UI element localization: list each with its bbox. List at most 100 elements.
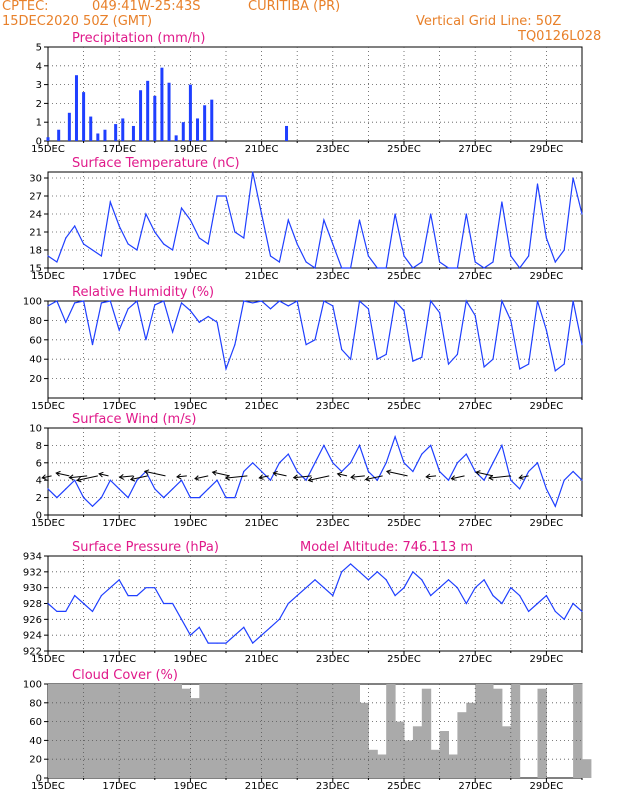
y-tick-label: 20 xyxy=(29,755,42,766)
wind-arrow-head xyxy=(488,474,494,481)
y-tick-label: 922 xyxy=(23,647,42,658)
precip-bar xyxy=(82,92,86,141)
x-tick-label: 27DEC xyxy=(458,271,492,282)
data-point xyxy=(252,642,254,644)
data-point xyxy=(56,300,58,302)
y-tick-label: 2 xyxy=(36,493,42,504)
data-point xyxy=(572,470,574,473)
cloud-bar xyxy=(101,684,111,778)
data-point xyxy=(421,579,423,581)
data-point xyxy=(136,300,138,302)
wind-arrow xyxy=(519,475,529,479)
y-tick-label: 1 xyxy=(36,118,42,129)
data-point xyxy=(243,237,245,239)
data-point xyxy=(252,462,254,464)
data-point xyxy=(554,505,556,507)
x-tick-label: 29DEC xyxy=(530,654,564,665)
wind-arrow xyxy=(351,475,365,478)
data-point xyxy=(65,321,67,323)
data-point xyxy=(180,302,183,304)
data-point xyxy=(198,237,200,239)
data-point xyxy=(91,249,94,251)
y-tick-label: 4 xyxy=(36,61,42,72)
y-tick-label: 18 xyxy=(29,246,42,257)
data-point xyxy=(154,488,156,490)
data-point xyxy=(216,321,218,323)
data-point xyxy=(536,300,539,302)
data-point xyxy=(109,201,111,203)
y-tick-label: 932 xyxy=(23,567,42,578)
y-tick-label: 24 xyxy=(29,210,42,221)
data-point xyxy=(501,201,503,203)
cloud-bar xyxy=(208,684,218,778)
data-point xyxy=(269,255,272,257)
precip-bar xyxy=(46,137,50,141)
x-tick-label: 23DEC xyxy=(316,781,350,792)
panel-3: 0 2 4 6 8 10 15DEC 17DEC 19DEC 21DEC 23DEC 25DEC 27D… xyxy=(29,412,583,529)
data-point xyxy=(581,610,583,613)
wind-arrow xyxy=(77,475,98,481)
data-point xyxy=(314,267,316,269)
data-point xyxy=(358,571,361,573)
x-tick-label: 29DEC xyxy=(530,144,564,155)
data-point xyxy=(341,267,343,269)
data-point xyxy=(403,310,405,312)
panel-title: Cloud Cover (%) xyxy=(72,668,178,683)
data-point xyxy=(296,243,298,245)
data-point xyxy=(554,261,556,263)
x-tick-label: 23DEC xyxy=(316,654,350,665)
wind-arrow-head xyxy=(76,476,82,483)
data-point xyxy=(581,213,583,215)
precip-bar xyxy=(89,116,93,141)
precip-bar xyxy=(96,133,100,141)
cloud-bar xyxy=(306,684,316,778)
x-tick-label: 17DEC xyxy=(102,271,136,282)
data-point xyxy=(332,594,334,597)
data-point xyxy=(545,237,548,239)
data-point xyxy=(56,261,58,263)
data-point xyxy=(483,366,485,368)
panel-annotation: Model Altitude: 746.113 m xyxy=(300,540,473,555)
x-tick-label: 25DEC xyxy=(387,654,421,665)
data-point xyxy=(492,594,494,597)
x-tick-label: 19DEC xyxy=(174,654,208,665)
cloud-bar xyxy=(297,684,307,778)
data-point xyxy=(189,497,191,499)
data-point xyxy=(519,488,521,490)
data-point xyxy=(74,302,76,304)
data-point xyxy=(447,579,450,581)
data-point xyxy=(367,470,369,473)
plot-frame xyxy=(47,46,583,142)
data-point xyxy=(216,642,218,644)
data-point xyxy=(109,300,111,302)
cloud-bar xyxy=(279,684,289,778)
precip-bar xyxy=(131,125,135,141)
cloud-bar xyxy=(377,754,387,778)
data-point xyxy=(474,261,476,263)
data-point xyxy=(269,308,272,310)
data-point xyxy=(47,602,49,605)
data-point xyxy=(47,255,49,257)
data-point xyxy=(350,462,352,464)
data-point xyxy=(278,462,280,464)
cloud-bar xyxy=(475,684,485,778)
wind-arrow xyxy=(259,475,269,479)
cloud-bar xyxy=(350,684,360,778)
cloud-bar xyxy=(48,684,58,778)
precip-bar xyxy=(188,84,192,141)
wind-arrow-head xyxy=(385,469,392,475)
y-tick-label: 60 xyxy=(29,717,42,728)
wind-arrow-head xyxy=(98,471,104,478)
data-point xyxy=(198,321,200,323)
data-point xyxy=(136,249,138,251)
data-point xyxy=(172,602,174,605)
wind-arrow xyxy=(451,475,465,480)
x-tick-label: 27DEC xyxy=(458,654,492,665)
data-point xyxy=(91,344,94,346)
data-point xyxy=(118,579,120,581)
y-tick-label: 80 xyxy=(29,698,42,709)
wind-arrow-head xyxy=(55,470,61,477)
data-point xyxy=(216,195,218,197)
header-coords: 049:41W-25:43S xyxy=(92,0,201,14)
